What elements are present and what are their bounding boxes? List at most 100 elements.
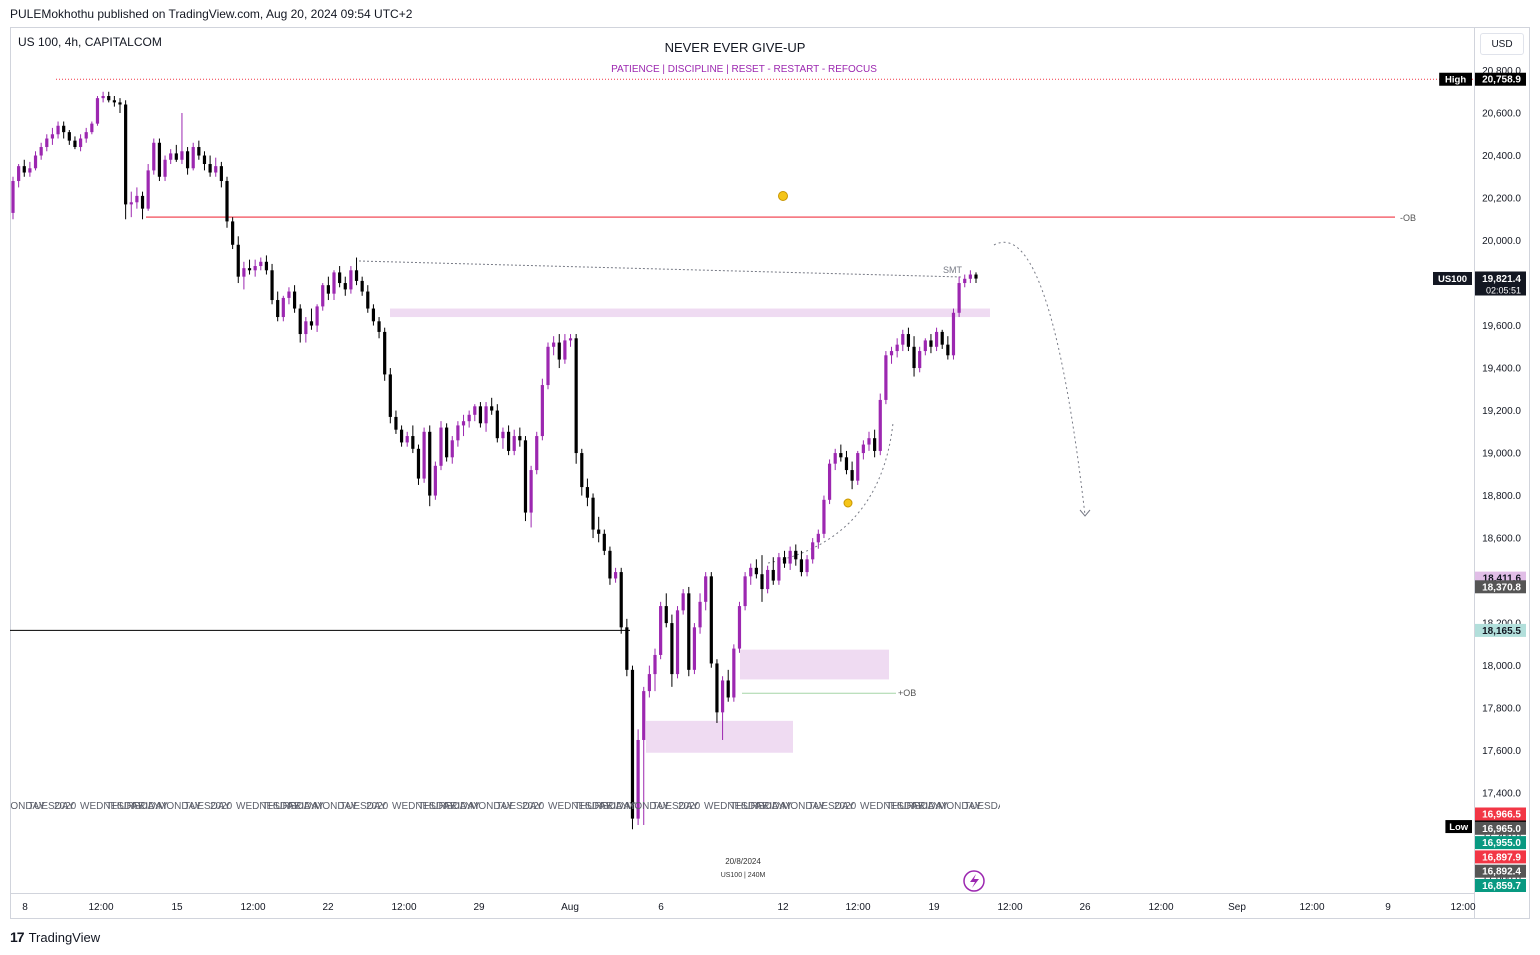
- day-label: 2020: [522, 801, 545, 812]
- candle: [118, 98, 122, 114]
- candle-body: [940, 331, 944, 345]
- candle: [140, 191, 145, 220]
- candle: [101, 91, 105, 103]
- candle-body: [563, 340, 567, 360]
- candle-body: [287, 291, 291, 298]
- candle-body: [428, 431, 432, 496]
- candle-body: [512, 436, 516, 451]
- day-label: TUESDAY: [184, 801, 231, 812]
- price-label-value: 20,758.9: [1482, 75, 1521, 86]
- candle-body: [281, 297, 285, 318]
- candle: [377, 317, 381, 339]
- x-tick-label: 8: [22, 902, 28, 913]
- candle-body: [675, 610, 680, 675]
- candle: [974, 272, 978, 284]
- y-tick-label: 19,000.0: [1482, 449, 1521, 460]
- candle-body: [157, 142, 162, 177]
- candle-body: [715, 663, 719, 713]
- candle-body: [78, 138, 83, 148]
- tradingview-brand[interactable]: 17 TradingView: [10, 929, 100, 945]
- candle-body: [811, 542, 815, 560]
- candle: [90, 121, 94, 135]
- x-tick-label: 12:00: [88, 902, 113, 913]
- candle: [585, 478, 590, 507]
- candle-body: [236, 244, 240, 277]
- y-tick-label: 17,400.0: [1482, 789, 1521, 800]
- candle-body: [118, 102, 122, 105]
- info-symbol: US100 | 240M: [720, 872, 766, 879]
- day-label: MONDAY: [470, 801, 514, 812]
- candle: [95, 96, 100, 126]
- candle: [681, 589, 685, 615]
- day-label: WEDNESDAY: [704, 801, 768, 812]
- candle-body: [321, 285, 325, 307]
- candle-body: [146, 170, 150, 209]
- day-label: THURSDAY: [106, 801, 161, 812]
- candle-body: [67, 132, 71, 141]
- candle: [636, 729, 640, 825]
- candle-body: [338, 272, 342, 284]
- candle: [737, 601, 742, 653]
- price-label-bg: [1475, 836, 1526, 850]
- y-tick-label: 18,000.0: [1482, 661, 1521, 672]
- x-tick-label: 12:00: [1299, 902, 1324, 913]
- candle: [619, 567, 623, 634]
- candle: [45, 134, 49, 152]
- x-tick-label: 12:00: [1450, 902, 1475, 913]
- candle: [22, 159, 26, 177]
- price-label-value: 16,955.0: [1482, 838, 1521, 849]
- candle-body: [152, 142, 156, 171]
- candle-body: [225, 181, 229, 222]
- candle-body: [788, 550, 792, 564]
- candle-body: [219, 166, 223, 182]
- candle-body: [101, 96, 105, 99]
- candle: [692, 623, 697, 675]
- chart-subtitle: PATIENCE | DISCIPLINE | RESET - RESTART …: [611, 64, 877, 75]
- candle-body: [557, 342, 561, 360]
- day-label: 2020: [54, 801, 77, 812]
- candle-body: [270, 270, 274, 301]
- price-label-bg: [1475, 864, 1526, 878]
- price-label-bg: [1475, 807, 1526, 821]
- candle: [506, 425, 511, 456]
- candle: [129, 191, 133, 218]
- candle-body: [309, 321, 314, 326]
- candle-body: [878, 399, 882, 451]
- candle: [62, 121, 66, 139]
- candle-body: [737, 606, 742, 649]
- candle: [788, 546, 792, 570]
- x-tick-label: 12:00: [1148, 902, 1173, 913]
- price-axis-label: 18,165.5: [1475, 623, 1526, 637]
- candle: [399, 425, 404, 447]
- ob-lower-label: +OB: [898, 688, 916, 698]
- candle-body: [461, 421, 466, 426]
- candle: [535, 431, 539, 475]
- candle: [467, 410, 471, 428]
- candle-body: [963, 278, 967, 284]
- candle: [715, 659, 719, 723]
- symbol-info: US 100, 4h, CAPITALCOM: [18, 35, 162, 49]
- day-label: 2020: [366, 801, 389, 812]
- candle-body: [540, 385, 544, 437]
- candle-body: [670, 623, 674, 675]
- candle-body: [568, 338, 573, 341]
- candle: [214, 157, 218, 177]
- price-label-value: 18,411.6: [1483, 574, 1522, 585]
- currency-selector[interactable]: USD: [1480, 33, 1524, 55]
- candle: [473, 404, 477, 422]
- candle: [901, 329, 905, 352]
- candle-body: [856, 453, 860, 481]
- candle-body: [45, 138, 49, 148]
- candle: [152, 138, 156, 175]
- candle-body: [174, 153, 178, 160]
- candle: [647, 665, 651, 698]
- candle-body: [934, 331, 939, 347]
- candle: [839, 444, 843, 462]
- candle-body: [50, 134, 55, 139]
- candle: [529, 465, 533, 528]
- candle-body: [574, 338, 578, 454]
- price-axis-label: 16,859.7: [1475, 879, 1526, 892]
- y-tick-label: 20,400.0: [1482, 151, 1521, 162]
- candle-body: [73, 140, 77, 148]
